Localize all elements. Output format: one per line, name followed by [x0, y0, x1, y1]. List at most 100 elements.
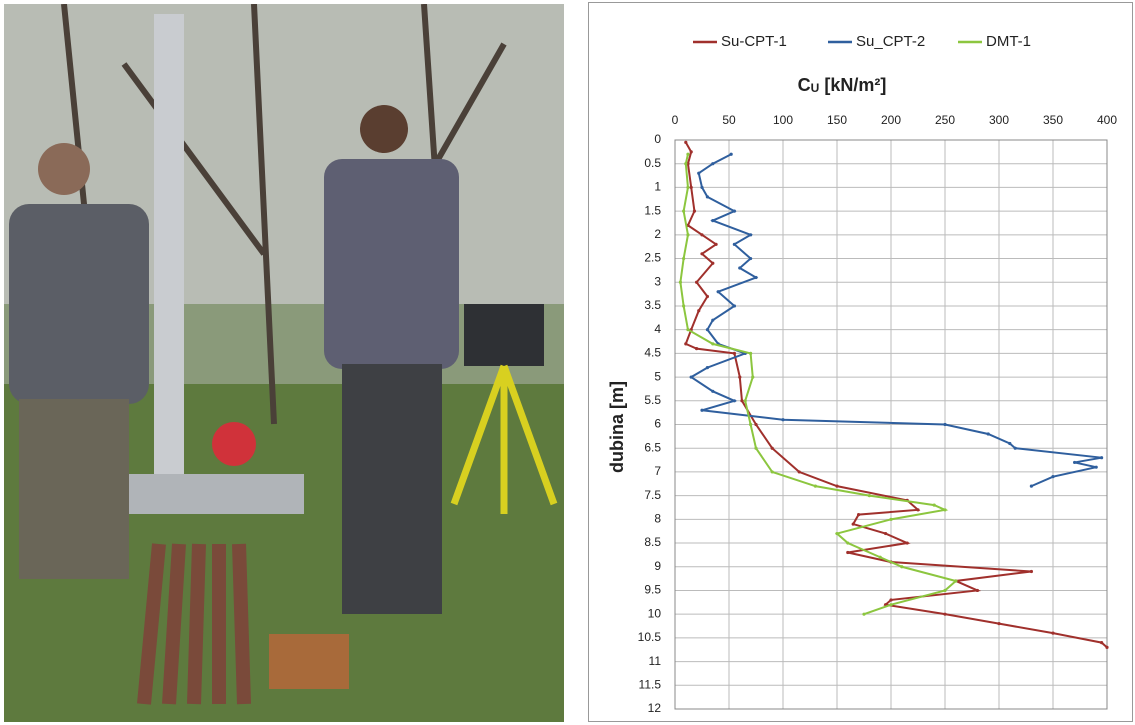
- data-point: [732, 399, 736, 403]
- x-tick-label: 50: [722, 113, 736, 127]
- x-tick-label: 250: [935, 113, 955, 127]
- y-tick-label: 4.5: [644, 346, 661, 360]
- data-point: [686, 152, 690, 156]
- x-tick-label: 200: [881, 113, 901, 127]
- data-point: [684, 162, 688, 166]
- data-point: [846, 550, 850, 555]
- y-tick-label: 2.5: [644, 251, 661, 265]
- person-1-head: [38, 143, 90, 195]
- x-label-main: C: [798, 75, 811, 95]
- y-tick-label: 8.5: [644, 535, 661, 549]
- data-point: [1073, 460, 1077, 465]
- wood-block: [269, 634, 349, 689]
- data-point: [878, 555, 882, 559]
- data-point: [732, 209, 736, 213]
- data-point: [700, 408, 704, 412]
- y-tick-label: 11: [649, 654, 662, 668]
- data-point: [682, 304, 686, 308]
- y-tick-label: 10.5: [638, 630, 662, 644]
- data-point: [732, 351, 736, 355]
- data-point: [714, 242, 718, 246]
- x-axis-label: CU [kN/m²]: [798, 75, 887, 95]
- data-point: [686, 328, 690, 332]
- y-tick-label: 12: [648, 701, 662, 715]
- data-point: [797, 470, 801, 474]
- y-tick-label: 7: [654, 464, 661, 478]
- data-point: [943, 422, 947, 427]
- data-point: [751, 375, 755, 379]
- data-point: [835, 484, 839, 488]
- data-point: [889, 603, 893, 607]
- data-point: [695, 280, 699, 284]
- data-point: [684, 342, 688, 346]
- legend-label: Su_CPT-2: [856, 33, 925, 50]
- data-point: [1094, 465, 1098, 469]
- data-point: [1029, 484, 1033, 488]
- person-2-jacket: [324, 159, 459, 369]
- data-point: [700, 185, 704, 190]
- data-point: [1100, 641, 1104, 645]
- y-tick-label: 9: [654, 559, 661, 573]
- data-point: [716, 290, 720, 294]
- data-point: [884, 531, 888, 536]
- y-tick-label: 1.5: [644, 203, 661, 217]
- data-point: [857, 512, 861, 517]
- data-point: [740, 399, 744, 403]
- data-point: [749, 256, 753, 261]
- x-tick-label: 0: [672, 113, 679, 127]
- data-point: [889, 598, 893, 602]
- rig-mast: [154, 14, 184, 494]
- data-point: [975, 588, 979, 593]
- data-point: [1105, 645, 1109, 649]
- data-point: [889, 517, 893, 521]
- y-tick-label: 5.5: [644, 393, 661, 407]
- data-point: [729, 152, 733, 156]
- person-1-trousers: [19, 399, 129, 579]
- data-point: [689, 185, 693, 190]
- legend-label: DMT-1: [986, 33, 1031, 50]
- data-point: [738, 266, 742, 270]
- data-point: [867, 494, 871, 498]
- person-2-head: [360, 105, 408, 153]
- y-tick-label: 9.5: [644, 583, 661, 597]
- data-point: [732, 242, 736, 246]
- data-point: [754, 446, 758, 450]
- data-point: [732, 304, 736, 308]
- data-point: [697, 171, 701, 175]
- data-point: [705, 294, 709, 299]
- data-point: [738, 375, 742, 379]
- y-tick-label: 6.5: [644, 440, 661, 454]
- data-point: [749, 351, 753, 355]
- data-point: [905, 541, 909, 545]
- data-point: [711, 219, 715, 223]
- data-point: [700, 252, 704, 256]
- x-label-unit: [kN/m²]: [819, 75, 886, 95]
- x-tick-label: 400: [1097, 113, 1117, 127]
- y-axis-label: dubina [m]: [607, 381, 627, 473]
- data-point: [916, 508, 920, 512]
- data-point: [705, 195, 709, 199]
- data-point: [711, 389, 715, 393]
- data-point: [678, 280, 682, 284]
- data-point: [697, 309, 701, 313]
- y-tick-label: 1: [654, 180, 661, 194]
- data-point: [749, 233, 753, 237]
- data-point: [932, 503, 936, 507]
- data-point: [689, 150, 693, 154]
- y-tick-label: 0.5: [644, 156, 661, 170]
- data-point: [695, 347, 699, 351]
- data-point: [943, 508, 947, 512]
- y-tick-label: 8: [654, 512, 661, 526]
- data-point: [711, 318, 715, 322]
- data-point: [835, 531, 839, 536]
- wheel: [212, 422, 256, 466]
- person-1-jacket: [9, 204, 149, 404]
- rig-base: [114, 474, 304, 514]
- data-point: [692, 209, 697, 213]
- y-tick-label: 6: [654, 417, 661, 431]
- x-tick-label: 150: [827, 113, 847, 127]
- data-point: [1008, 441, 1012, 446]
- data-point: [686, 185, 690, 190]
- data-point: [686, 233, 690, 237]
